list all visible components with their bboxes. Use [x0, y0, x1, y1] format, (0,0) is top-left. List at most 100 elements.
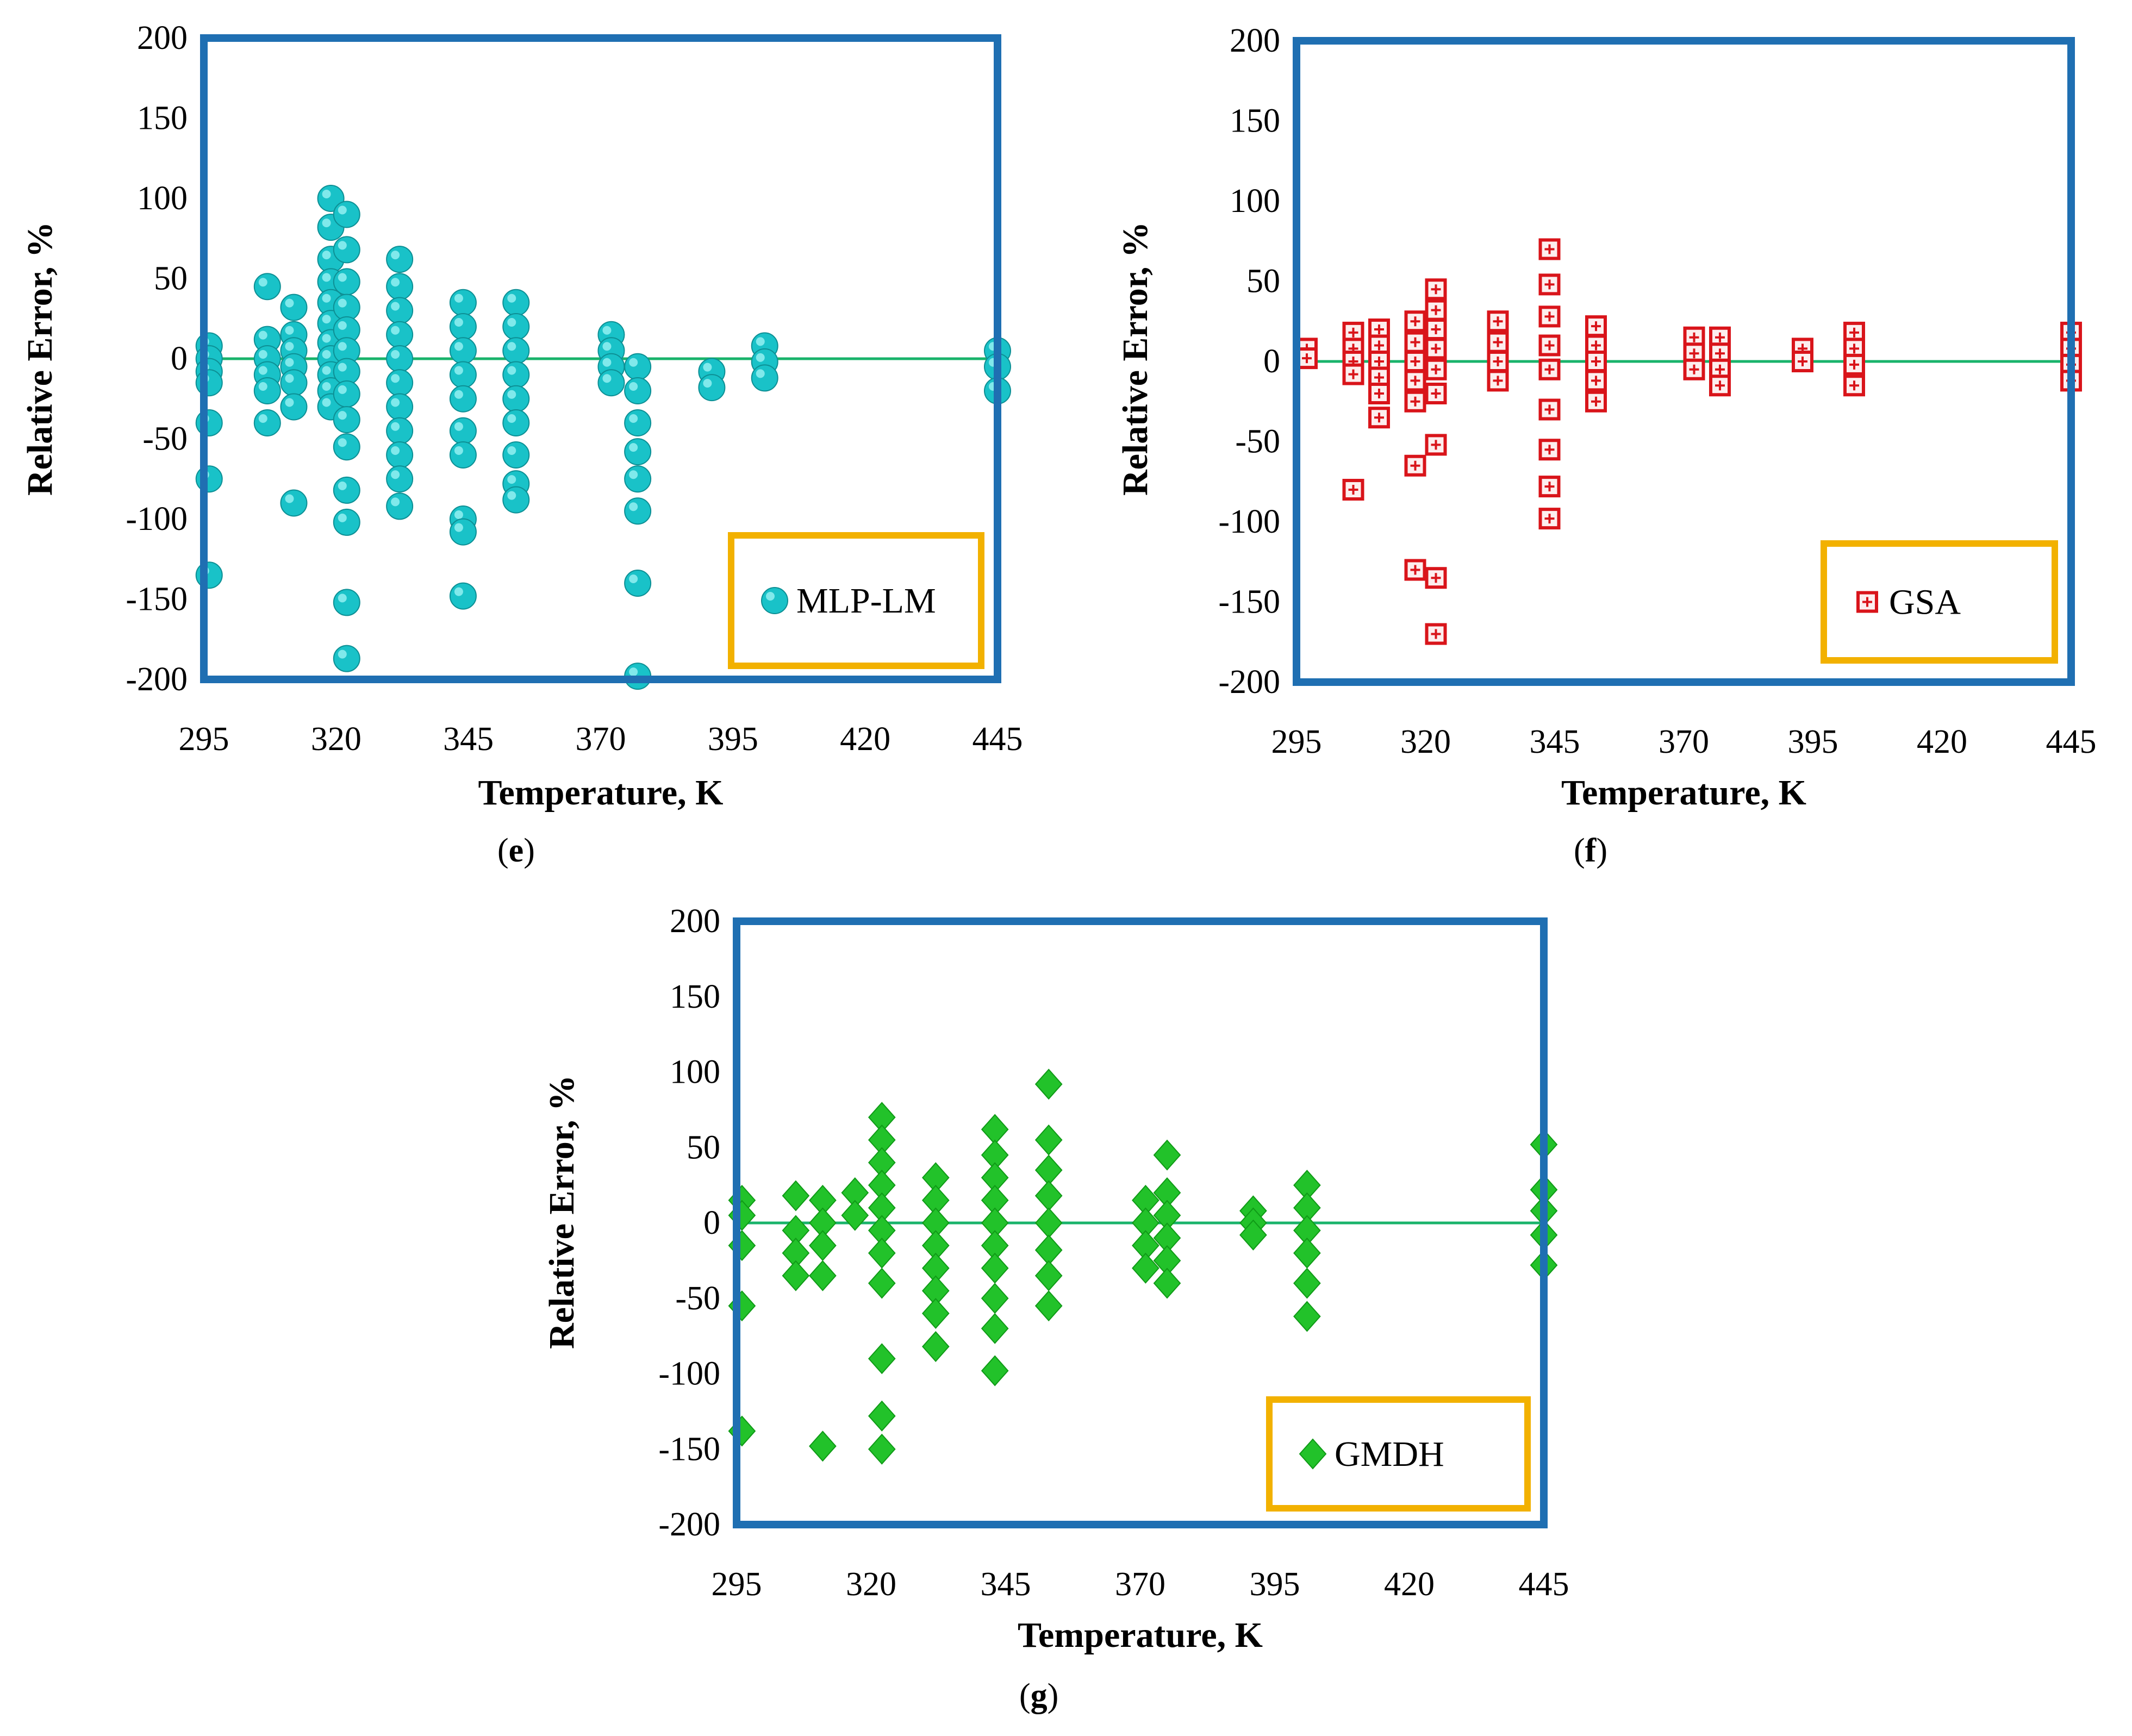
data-point-g	[1034, 1207, 1063, 1239]
data-point-e	[333, 508, 360, 536]
data-point-g	[1034, 1260, 1063, 1291]
data-point-e	[386, 465, 414, 493]
data-point-f	[1487, 370, 1509, 392]
data-point-f	[1368, 407, 1390, 429]
data-point-e	[386, 369, 414, 397]
y-tick-label-f: -200	[1218, 664, 1280, 701]
data-point-g	[782, 1260, 810, 1291]
data-point-e	[624, 570, 652, 597]
data-point-f	[1538, 273, 1561, 296]
data-point-g	[981, 1252, 1009, 1284]
data-point-e	[333, 645, 360, 672]
x-tick-label-g: 445	[1519, 1566, 1569, 1603]
data-point-g	[841, 1200, 869, 1231]
y-tick-label-f: 0	[1263, 343, 1280, 380]
chart-panel-g: 200 150 100 50 0 -50 -100 -150 -200 295 320 345 370 3…	[522, 891, 1587, 1733]
data-point-e	[449, 582, 477, 610]
data-point-e	[386, 417, 414, 445]
y-tick-label-f: 100	[1230, 183, 1280, 220]
data-point-f	[1425, 338, 1447, 360]
data-point-g	[1034, 1180, 1063, 1212]
y-tick-label-e: 50	[154, 260, 188, 297]
data-point-e	[751, 364, 778, 392]
data-point-f	[1538, 508, 1561, 530]
plot-border-f	[1293, 37, 2075, 686]
y-tick-label-g: -100	[658, 1356, 720, 1392]
data-point-f	[1404, 351, 1426, 372]
data-point-g	[1034, 1124, 1063, 1156]
data-point-f	[1709, 374, 1731, 397]
data-point-e	[333, 337, 360, 365]
data-point-e	[624, 465, 652, 493]
x-tick-label-f: 320	[1400, 723, 1451, 760]
data-point-f	[1425, 623, 1447, 645]
data-point-f	[1404, 390, 1426, 413]
legend-marker-g	[1299, 1438, 1327, 1470]
data-point-e	[386, 297, 414, 324]
y-tick-label-g: 200	[670, 903, 720, 940]
data-point-e	[502, 337, 530, 365]
y-tick-label-e: 0	[171, 340, 188, 377]
data-point-f	[1425, 383, 1447, 404]
data-point-g	[1239, 1219, 1267, 1251]
data-point-f	[1404, 559, 1426, 581]
legend-label-e: MLP-LM	[796, 581, 936, 621]
data-point-e	[624, 497, 652, 525]
plot-border-e	[200, 34, 1001, 683]
data-point-g	[809, 1230, 837, 1262]
data-point-f	[1404, 454, 1426, 477]
panel-letter-g: g	[1030, 1677, 1048, 1714]
y-tick-label-f: -100	[1218, 503, 1280, 540]
x-tick-label-e: 420	[840, 721, 890, 758]
data-point-f	[1425, 278, 1447, 301]
data-point-f	[1683, 358, 1705, 380]
x-tick-label-g: 345	[981, 1566, 1031, 1603]
data-point-g	[1293, 1301, 1321, 1332]
chart-f-svg: 200 150 100 50 0 -50 -100 -150 -200 295 320 345 370 3…	[1115, 22, 2097, 813]
panel-letter-f: f	[1585, 832, 1597, 869]
data-point-e	[280, 369, 308, 397]
data-point-e	[253, 273, 281, 301]
y-tick-label-g: -200	[658, 1506, 720, 1543]
data-point-g	[868, 1343, 896, 1375]
legend-label-g: GMDH	[1335, 1434, 1444, 1474]
data-point-g	[868, 1237, 896, 1269]
panel-letter-e: e	[508, 832, 524, 869]
y-axis-title-g: Relative Error, %	[542, 1075, 582, 1349]
data-point-g	[981, 1313, 1009, 1344]
data-point-e	[333, 433, 360, 461]
data-point-f	[1538, 476, 1561, 498]
data-point-f	[1368, 383, 1390, 404]
x-tick-label-g: 295	[712, 1566, 762, 1603]
data-point-g	[868, 1433, 896, 1465]
data-point-g	[809, 1431, 837, 1462]
data-point-e	[698, 374, 726, 402]
x-tick-label-e: 295	[179, 721, 229, 758]
data-point-f	[1538, 398, 1561, 421]
y-tick-label-e: 100	[137, 180, 188, 217]
y-tick-label-f: 50	[1246, 263, 1280, 300]
data-point-e	[333, 294, 360, 321]
data-point-f	[1487, 351, 1509, 372]
x-tick-label-g: 320	[846, 1566, 896, 1603]
data-point-e	[502, 361, 530, 389]
x-axis-title-e: Temperature, K	[478, 773, 724, 813]
data-point-f	[1342, 479, 1364, 501]
y-tick-label-g: -50	[675, 1280, 720, 1317]
data-point-g	[1293, 1237, 1321, 1269]
data-point-f	[1538, 358, 1561, 380]
data-point-e	[449, 313, 477, 340]
x-tick-label-f: 445	[2046, 723, 2097, 760]
data-point-f	[1538, 439, 1561, 461]
data-point-f	[1487, 331, 1509, 353]
data-point-f	[1404, 370, 1426, 392]
data-point-e	[195, 465, 223, 493]
y-tick-label-g: 150	[670, 978, 720, 1015]
x-tick-label-g: 395	[1250, 1566, 1300, 1603]
data-point-f	[1425, 358, 1447, 380]
data-point-e	[386, 393, 414, 421]
y-tick-label-g: 100	[670, 1054, 720, 1091]
x-axis-title-g: Temperature, K	[1018, 1615, 1263, 1655]
data-point-f	[1425, 319, 1447, 340]
data-point-e	[502, 486, 530, 514]
